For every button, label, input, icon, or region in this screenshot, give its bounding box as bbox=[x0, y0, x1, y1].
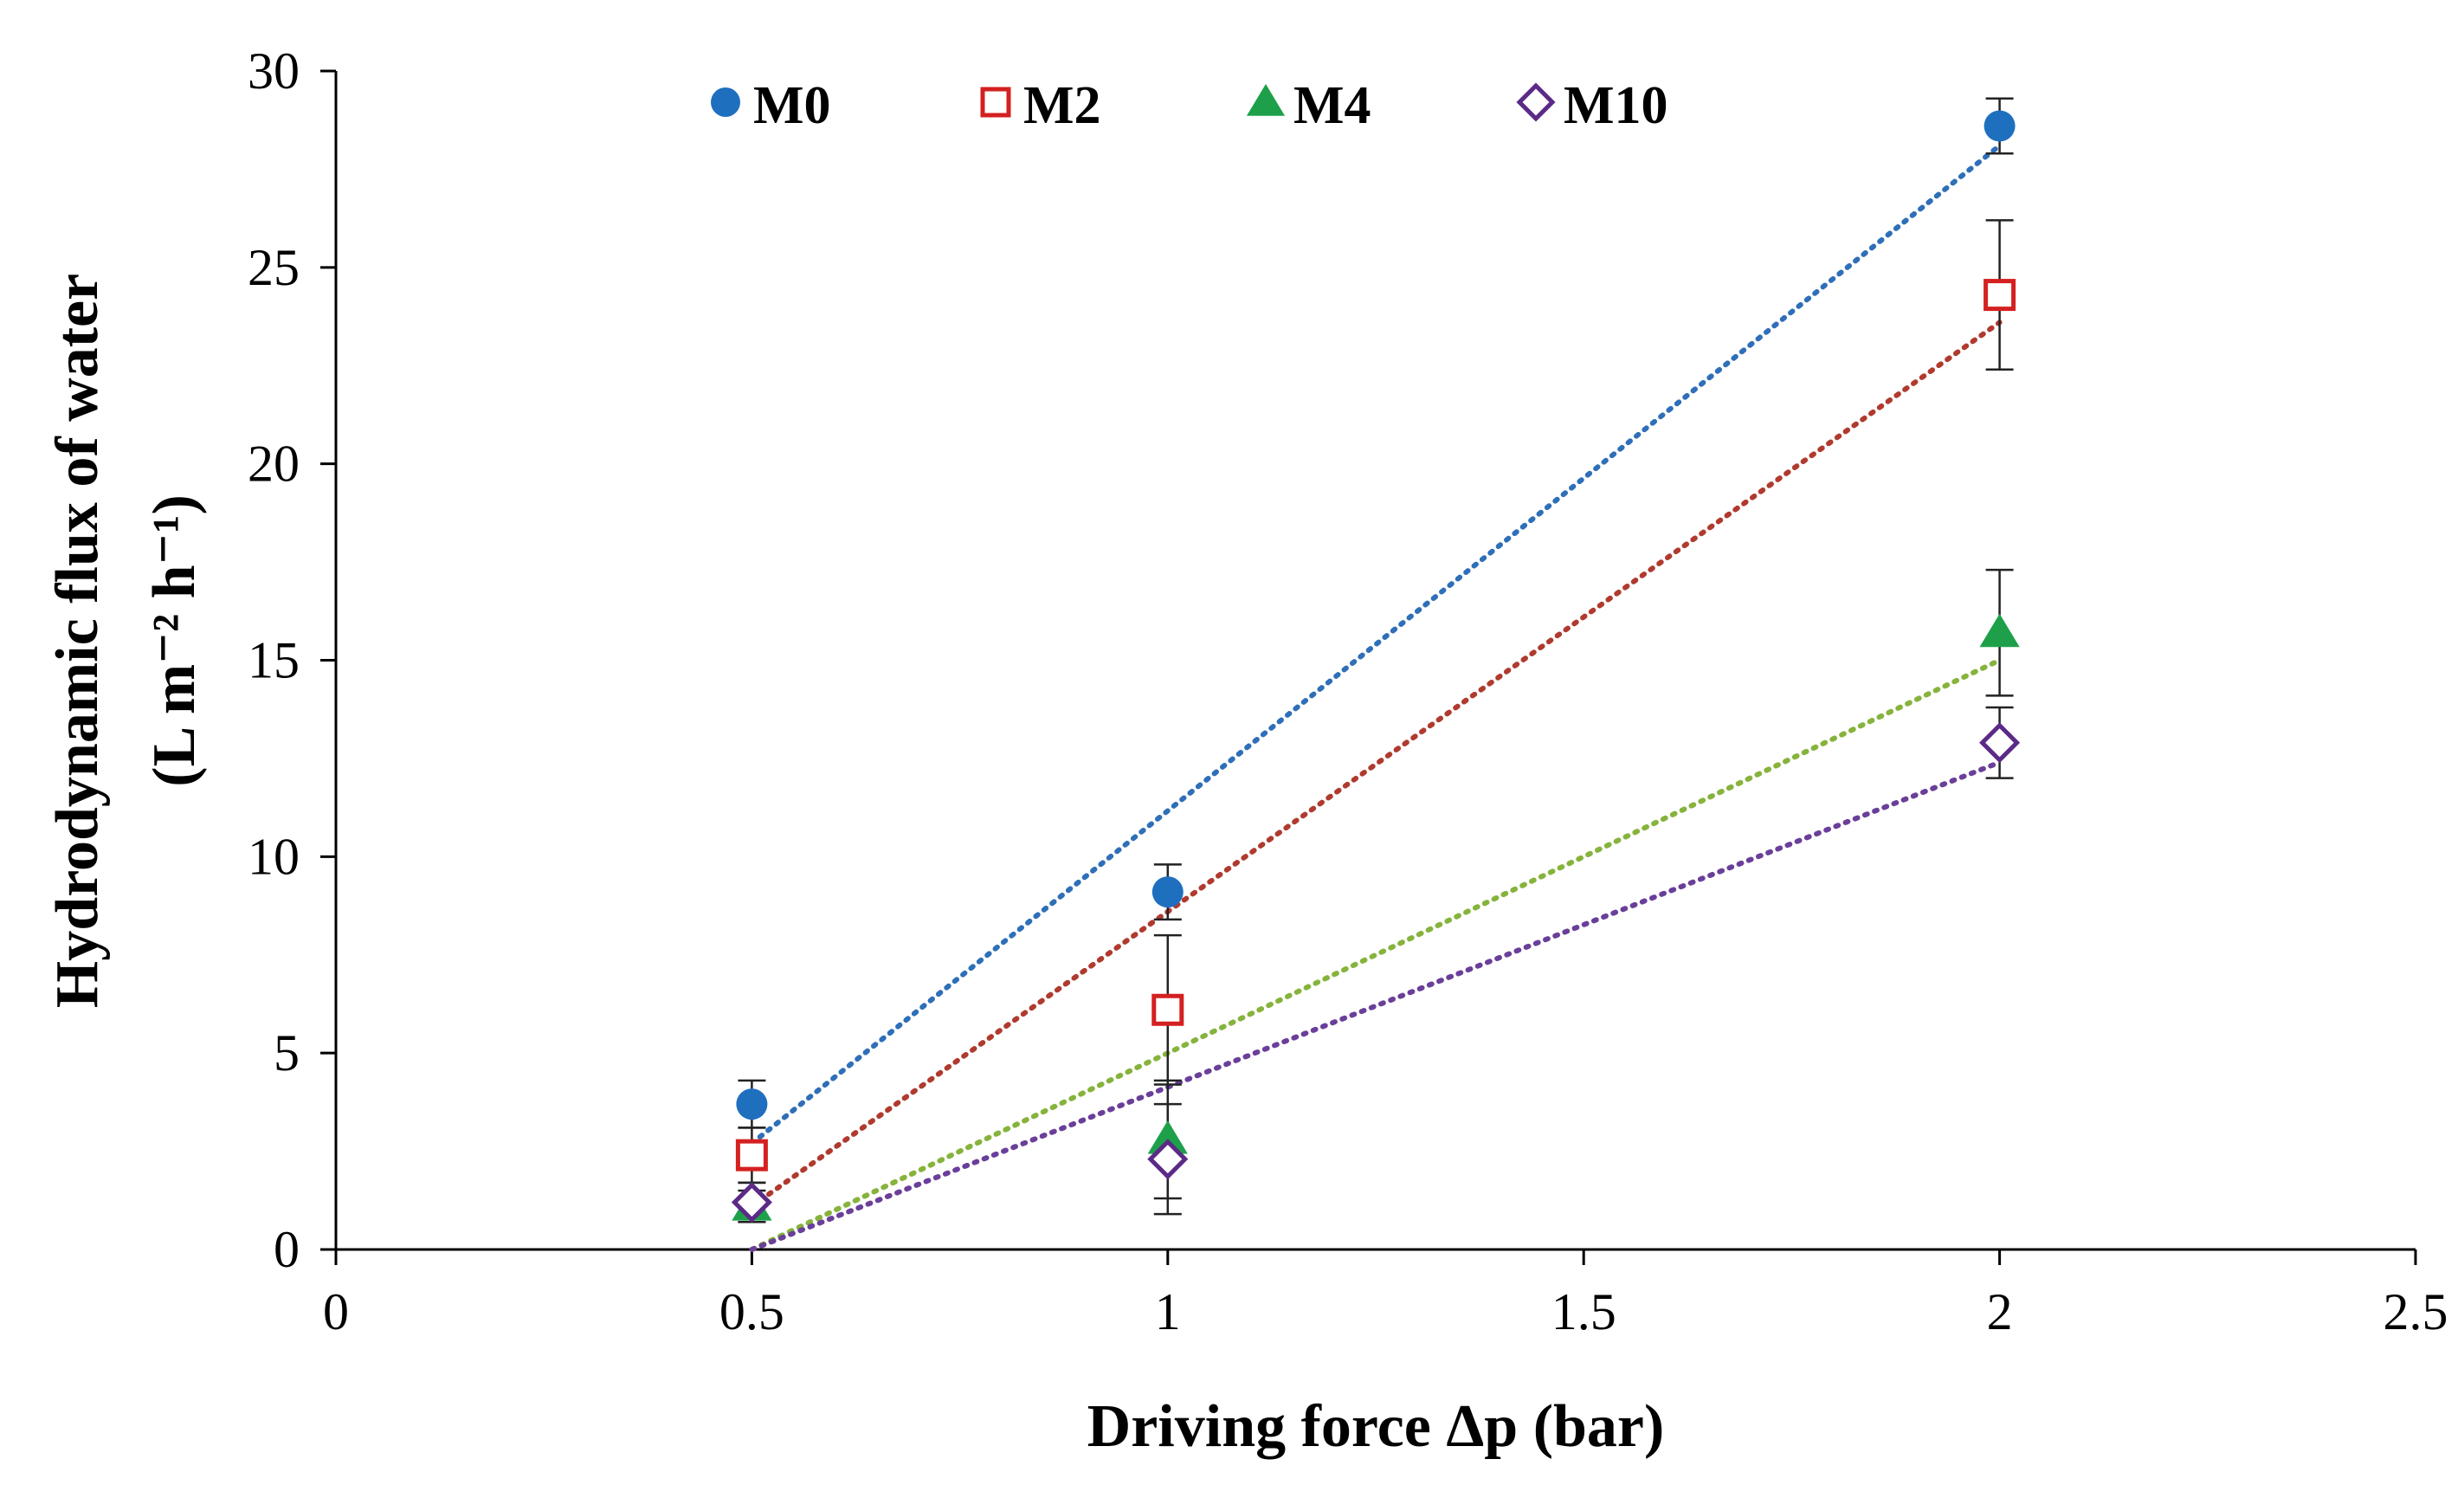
legend-label-m10: M10 bbox=[1564, 76, 1668, 135]
data-point-m2 bbox=[1151, 993, 1184, 1026]
y-tick-label: 25 bbox=[248, 239, 300, 296]
data-point-m0 bbox=[736, 1088, 768, 1120]
y-axis-title-group: Hydrodynamic flux of water (L m⁻² h⁻¹) bbox=[44, 274, 208, 1008]
axes bbox=[320, 69, 2417, 1265]
data-point-m0 bbox=[1151, 876, 1184, 908]
data-point-m10 bbox=[731, 1182, 772, 1224]
legend-item-m0: M0 bbox=[711, 76, 831, 135]
x-tick-label: 0 bbox=[323, 1283, 349, 1340]
legend-marker-m0 bbox=[711, 87, 740, 117]
trendline-m2 bbox=[749, 320, 2003, 1210]
trendline-m10 bbox=[749, 759, 2003, 1252]
legend-marker-m10 bbox=[1516, 82, 1556, 122]
tick-labels: 0 0.5 1 1.5 2 2.5 0 5 10 15 20 25 30 bbox=[248, 42, 2448, 1340]
legend: M0 M2 M4 M10 bbox=[711, 76, 1668, 135]
trendline-m0 bbox=[749, 143, 2003, 1146]
y-axis-title-line2: (L m⁻² h⁻¹) bbox=[141, 494, 208, 787]
error-bars bbox=[738, 97, 2014, 1224]
legend-item-m2: M2 bbox=[980, 76, 1101, 135]
legend-label-m2: M2 bbox=[1023, 76, 1101, 135]
legend-marker-m4 bbox=[1246, 84, 1286, 116]
x-tick-label: 2.5 bbox=[2383, 1283, 2448, 1340]
data-point-m4 bbox=[1979, 613, 2020, 648]
data-point-m2 bbox=[1983, 279, 2016, 312]
trendline-m4 bbox=[749, 657, 2003, 1252]
data-points bbox=[731, 110, 2021, 1224]
x-tick-label: 0.5 bbox=[719, 1283, 784, 1340]
data-point-m4 bbox=[1147, 1120, 1188, 1154]
data-point-m0 bbox=[1983, 110, 2016, 142]
y-tick-label: 10 bbox=[248, 828, 300, 885]
x-tick-label: 2 bbox=[1987, 1283, 2013, 1340]
y-tick-label: 20 bbox=[248, 436, 300, 493]
y-tick-label: 15 bbox=[248, 632, 300, 689]
data-point-m10 bbox=[1979, 722, 2021, 764]
trendlines bbox=[749, 143, 2003, 1252]
y-axis-title-line1: Hydrodynamic flux of water bbox=[44, 274, 111, 1008]
legend-label-m4: M4 bbox=[1293, 76, 1371, 135]
y-tick-label: 5 bbox=[274, 1024, 300, 1081]
x-axis-title: Driving force Δp (bar) bbox=[1087, 1393, 1665, 1460]
y-tick-label: 30 bbox=[248, 42, 300, 100]
legend-item-m10: M10 bbox=[1516, 76, 1668, 135]
legend-marker-m2 bbox=[980, 87, 1011, 118]
data-point-m10 bbox=[1147, 1139, 1189, 1180]
x-tick-label: 1.5 bbox=[1551, 1283, 1616, 1340]
y-tick-label: 0 bbox=[274, 1221, 300, 1278]
data-point-m2 bbox=[735, 1139, 768, 1172]
legend-label-m0: M0 bbox=[753, 76, 831, 135]
x-tick-label: 1 bbox=[1155, 1283, 1181, 1340]
legend-item-m4: M4 bbox=[1246, 76, 1371, 135]
